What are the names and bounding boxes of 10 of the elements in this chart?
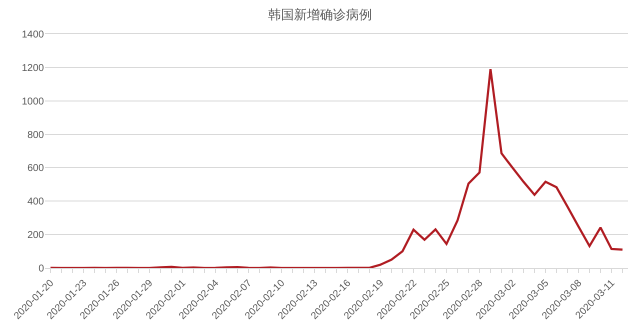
y-tick-label: 1400: [22, 30, 44, 40]
y-tick-label: 0: [38, 264, 44, 274]
y-tick-label: 600: [27, 163, 44, 174]
y-tick-label: 800: [27, 130, 44, 141]
y-tick-label: 1200: [22, 62, 44, 74]
y-tick-label: 200: [27, 230, 44, 242]
chart-title: 韩国新增确诊病例: [268, 8, 372, 24]
y-tick-label: 1000: [22, 96, 44, 108]
y-tick-label: 400: [27, 196, 44, 208]
line-series: [49, 68, 624, 268]
